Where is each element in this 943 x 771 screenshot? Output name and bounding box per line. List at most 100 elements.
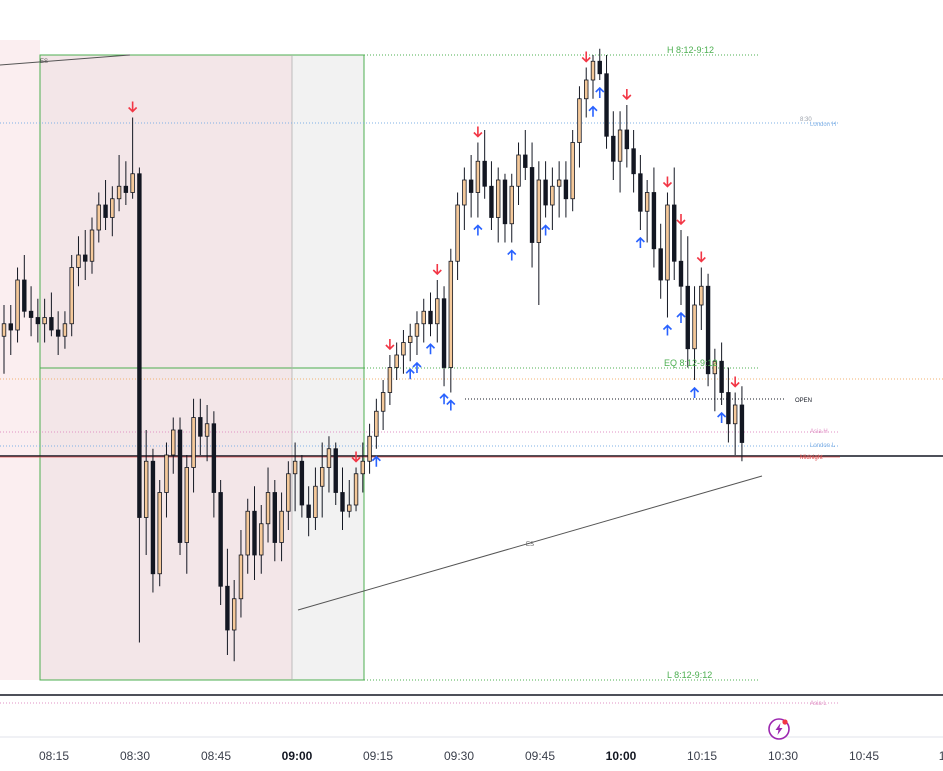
candle-up[interactable] — [374, 410, 379, 437]
candle-up[interactable] — [265, 492, 271, 525]
candle-up[interactable] — [238, 554, 244, 600]
candle-up[interactable] — [644, 192, 650, 212]
candle-up[interactable] — [387, 367, 393, 393]
candle-up[interactable] — [590, 60, 596, 81]
candle-up[interactable] — [414, 323, 420, 337]
candle-down[interactable] — [299, 460, 305, 506]
candle-up[interactable] — [732, 404, 738, 425]
candle-down[interactable] — [678, 260, 684, 287]
candle-down[interactable] — [739, 404, 745, 443]
candle-down[interactable] — [611, 135, 616, 162]
candle-up[interactable] — [347, 504, 352, 512]
candle-down[interactable] — [719, 360, 724, 393]
candle-down[interactable] — [672, 204, 677, 262]
candle-down[interactable] — [22, 279, 27, 312]
candle-up[interactable] — [292, 460, 298, 475]
candle-down[interactable] — [225, 585, 230, 631]
candle-up[interactable] — [96, 204, 101, 231]
candle-up[interactable] — [76, 254, 81, 268]
candle-up[interactable] — [171, 429, 176, 456]
candle-up[interactable] — [231, 598, 237, 631]
candle-down[interactable] — [604, 73, 609, 137]
candle-down[interactable] — [705, 285, 711, 375]
candle-up[interactable] — [319, 467, 325, 487]
candle-up[interactable] — [42, 317, 47, 325]
candle-down[interactable] — [103, 204, 108, 218]
candle-down[interactable] — [55, 329, 61, 337]
candle-down[interactable] — [306, 504, 311, 518]
candle-up[interactable] — [204, 423, 210, 437]
candle-down[interactable] — [198, 417, 203, 437]
candle-down[interactable] — [726, 392, 731, 425]
candle-down[interactable] — [658, 248, 663, 281]
candle-up[interactable] — [353, 473, 359, 506]
candle-down[interactable] — [529, 167, 535, 243]
candle-up[interactable] — [536, 179, 542, 243]
candle-up[interactable] — [110, 198, 115, 218]
candle-down[interactable] — [638, 173, 643, 212]
candle-down[interactable] — [123, 185, 129, 193]
candle-up[interactable] — [394, 354, 399, 368]
candle-down[interactable] — [137, 173, 142, 518]
candle-down[interactable] — [468, 179, 474, 193]
candle-up[interactable] — [259, 523, 264, 556]
candle-up[interactable] — [401, 342, 406, 356]
candle-up[interactable] — [692, 304, 697, 350]
candle-up[interactable] — [313, 485, 318, 518]
candle-up[interactable] — [699, 285, 704, 306]
candle-up[interactable] — [407, 335, 413, 343]
candle-up[interactable] — [69, 267, 74, 325]
candle-down[interactable] — [563, 179, 569, 200]
candle-up[interactable] — [286, 473, 291, 512]
candle-up[interactable] — [475, 160, 481, 193]
candle-up[interactable] — [157, 492, 162, 575]
candle-down[interactable] — [428, 310, 433, 325]
candle-up[interactable] — [435, 298, 440, 325]
candle-up[interactable] — [184, 467, 189, 543]
candle-up[interactable] — [62, 323, 68, 337]
candle-up[interactable] — [89, 229, 95, 262]
candle-down[interactable] — [35, 317, 41, 325]
candle-up[interactable] — [130, 173, 135, 193]
candle-up[interactable] — [556, 179, 562, 187]
candle-up[interactable] — [279, 510, 284, 543]
candle-up[interactable] — [421, 310, 426, 325]
candle-down[interactable] — [8, 323, 13, 331]
candle-up[interactable] — [164, 454, 169, 493]
candle-up[interactable] — [584, 79, 589, 100]
candle-up[interactable] — [617, 129, 623, 162]
candle-down[interactable] — [333, 448, 338, 493]
candle-down[interactable] — [252, 510, 257, 556]
candle-down[interactable] — [489, 185, 494, 218]
candle-up[interactable] — [448, 260, 454, 368]
candle-up[interactable] — [245, 510, 250, 556]
candle-down[interactable] — [523, 154, 528, 168]
candle-up[interactable] — [116, 185, 122, 200]
candle-up[interactable] — [712, 360, 718, 375]
candle-down[interactable] — [441, 298, 447, 368]
candle-up[interactable] — [665, 204, 670, 281]
candle-down[interactable] — [211, 423, 217, 493]
candle-down[interactable] — [631, 148, 636, 175]
candle-up[interactable] — [462, 179, 467, 206]
candle-up[interactable] — [143, 460, 149, 518]
candle-up[interactable] — [326, 448, 332, 468]
candle-down[interactable] — [218, 492, 223, 587]
candle-down[interactable] — [482, 160, 487, 187]
candle-down[interactable] — [624, 129, 630, 150]
alert-bolt-icon[interactable] — [768, 718, 790, 740]
candle-up[interactable] — [1, 323, 7, 337]
candle-down[interactable] — [597, 60, 602, 75]
candle-up[interactable] — [15, 279, 20, 331]
candle-down[interactable] — [685, 285, 690, 350]
candle-down[interactable] — [177, 429, 183, 543]
candle-down[interactable] — [272, 492, 277, 543]
candle-up[interactable] — [496, 179, 501, 218]
candle-down[interactable] — [651, 192, 657, 250]
trendline-es[interactable] — [297, 475, 763, 611]
candle-up[interactable] — [367, 435, 372, 462]
candle-up[interactable] — [570, 142, 575, 200]
candle-down[interactable] — [543, 179, 548, 206]
candle-up[interactable] — [380, 392, 386, 412]
